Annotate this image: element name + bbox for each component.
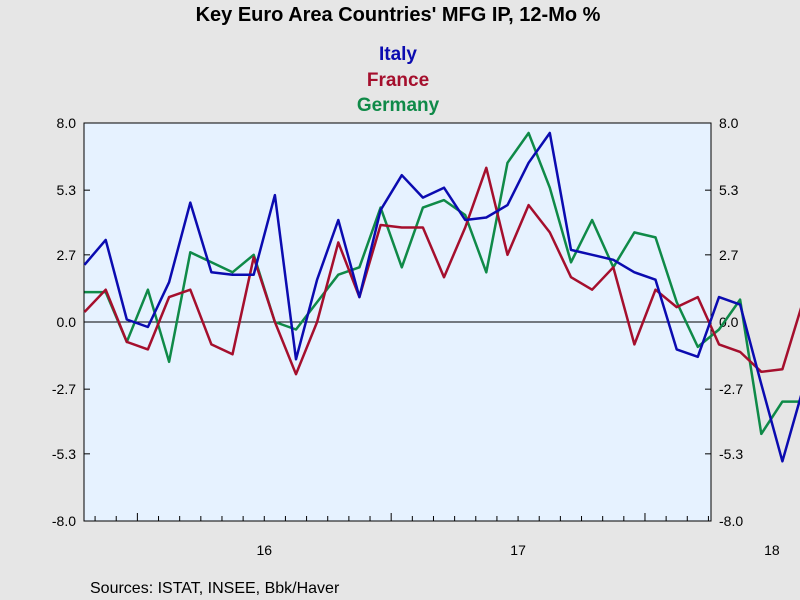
legend-germany: Germany [357, 95, 440, 116]
x-axis: 16 17 18 [94, 513, 780, 558]
chart-title: Key Euro Area Countries' MFG IP, 12-Mo % [196, 4, 601, 26]
y-tick-label-left: -5.3 [52, 446, 76, 462]
source-note: Sources: ISTAT, INSEE, Bbk/Haver [90, 580, 340, 597]
y-tick-label-left: 0.0 [57, 314, 77, 330]
y-tick-label-right: -5.3 [719, 446, 743, 462]
y-tick-label-left: 8.0 [57, 115, 77, 131]
y-tick-label-right: -8.0 [719, 513, 743, 529]
series-lines [83, 131, 800, 463]
y-tick-label-left: 2.7 [57, 247, 77, 263]
series-line-france [83, 166, 800, 376]
y-axis-right: 8.0 5.3 2.7 0.0 -2.7 -5.3 -8.0 [705, 115, 743, 529]
y-tick-label-right: 0.0 [719, 314, 739, 330]
legend-france: France [367, 70, 429, 91]
y-tick-label-left: -8.0 [52, 513, 76, 529]
y-tick-label-right: 2.7 [719, 247, 739, 263]
y-axis-left: 8.0 5.3 2.7 0.0 -2.7 -5.3 -8.0 [52, 115, 90, 529]
x-tick-label: 18 [764, 542, 780, 558]
x-tick-label: 17 [510, 542, 526, 558]
series-line-germany [84, 131, 800, 436]
y-tick-label-right: 8.0 [719, 115, 739, 131]
y-tick-label-left: 5.3 [57, 182, 77, 198]
y-tick-label-left: -2.7 [52, 381, 76, 397]
y-tick-label-right: 5.3 [719, 182, 739, 198]
y-tick-label-right: -2.7 [719, 381, 743, 397]
legend-italy: Italy [379, 44, 417, 65]
x-tick-label: 16 [256, 542, 272, 558]
series-line-italy [83, 131, 800, 463]
